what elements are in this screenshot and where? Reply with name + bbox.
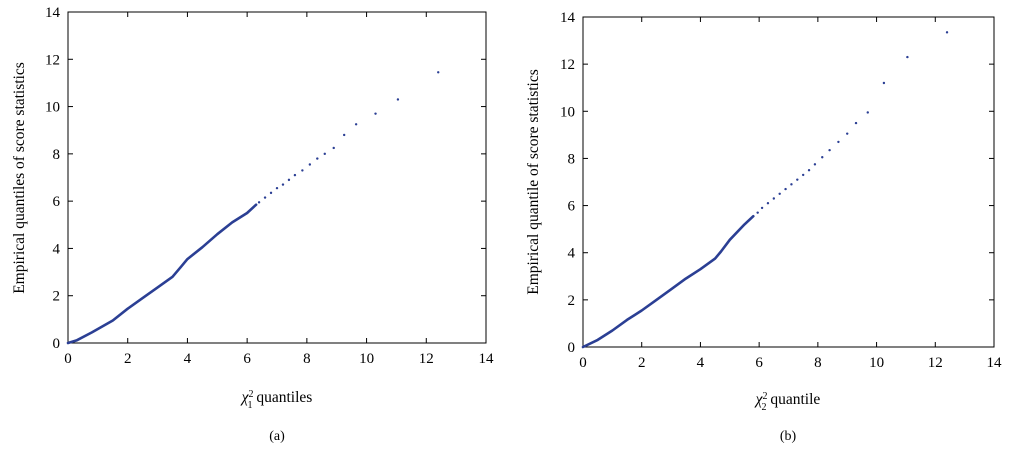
data-point xyxy=(784,187,787,191)
data-point xyxy=(828,148,831,152)
x-axis-label-b: χ2 2 quantile xyxy=(754,391,821,413)
x-tick-label: 0 xyxy=(579,355,587,371)
data-point xyxy=(821,156,824,159)
data-point xyxy=(263,196,267,199)
x-tick-label: 6 xyxy=(755,355,763,371)
x-tick-label: 4 xyxy=(697,355,705,371)
y-tick-label: 8 xyxy=(53,147,61,163)
x-axis-label-a-base: χ xyxy=(240,389,250,406)
data-point xyxy=(396,98,400,101)
y-axis-label-a: Empirical quantiles of score statistics xyxy=(11,62,28,294)
y-tick-label: 10 xyxy=(560,104,575,120)
y-tick-label: 10 xyxy=(45,100,60,116)
data-point xyxy=(756,211,759,214)
x-tick-label: 2 xyxy=(638,355,646,371)
data-point xyxy=(866,111,869,114)
x-tick-label: 4 xyxy=(184,351,192,367)
x-tick-label: 14 xyxy=(987,355,1003,371)
x-tick-label: 12 xyxy=(928,355,943,371)
caption-a: (a) xyxy=(269,429,285,444)
data-point xyxy=(760,206,764,210)
data-point xyxy=(332,146,335,150)
y-tick-label: 12 xyxy=(560,57,575,73)
x-axis-label-b-sub: 2 xyxy=(762,402,767,413)
data-point xyxy=(906,55,909,59)
x-axis-label-a-sup: 2 xyxy=(248,389,253,400)
tick-group-b: 0 2 4 6 8 10 12 14 0 2 4 6 8 10 12 14 xyxy=(560,10,1002,371)
caption-b: (b) xyxy=(780,429,797,444)
data-point xyxy=(437,71,440,74)
x-tick-label: 12 xyxy=(419,351,434,367)
y-tick-label: 8 xyxy=(568,151,576,167)
data-point xyxy=(813,163,817,166)
data-point xyxy=(316,157,319,160)
data-point xyxy=(374,112,377,115)
points-a xyxy=(66,71,440,345)
data-point xyxy=(342,133,346,137)
x-axis-label-b-tail: quantile xyxy=(767,391,821,408)
y-tick-label: 14 xyxy=(45,5,61,21)
x-axis-label-b-base: χ xyxy=(754,391,764,408)
data-point xyxy=(766,202,770,205)
y-tick-label: 4 xyxy=(568,246,576,262)
data-point xyxy=(269,191,273,195)
chart-panel-b: 0 2 4 6 8 10 12 14 0 2 4 6 8 10 12 14 Empirical quantil… xyxy=(525,10,1002,444)
data-point xyxy=(796,178,799,181)
y-tick-label: 6 xyxy=(568,199,576,215)
x-tick-label: 14 xyxy=(479,351,495,367)
x-tick-label: 10 xyxy=(869,355,884,371)
data-point xyxy=(807,169,811,172)
data-point xyxy=(772,197,776,200)
y-tick-label: 14 xyxy=(560,10,576,26)
data-point xyxy=(854,121,858,125)
data-point xyxy=(281,183,285,186)
data-point xyxy=(301,169,304,172)
points-b xyxy=(581,31,949,349)
x-axis-label-b-sup: 2 xyxy=(763,391,768,402)
y-tick-label: 2 xyxy=(568,293,576,309)
data-point xyxy=(882,81,886,85)
y-tick-label: 4 xyxy=(53,241,61,257)
x-tick-label: 8 xyxy=(814,355,822,371)
data-point xyxy=(846,132,849,135)
plot-frame-b xyxy=(582,16,995,348)
data-point xyxy=(287,178,291,182)
data-point xyxy=(790,183,793,186)
dense-point-series xyxy=(66,203,258,345)
data-point xyxy=(257,201,261,204)
x-tick-label: 0 xyxy=(64,351,72,367)
data-point xyxy=(293,173,297,177)
plot-frame-a xyxy=(67,11,487,344)
x-tick-label: 2 xyxy=(124,351,132,367)
data-point xyxy=(778,192,781,195)
data-point xyxy=(354,123,358,126)
data-point xyxy=(308,163,312,166)
y-tick-label: 12 xyxy=(45,52,60,68)
y-axis-label-b: Empirical quantile of score statistics xyxy=(525,69,542,295)
data-point xyxy=(801,173,805,177)
data-point xyxy=(323,152,326,156)
y-tick-label: 6 xyxy=(53,194,61,210)
x-tick-label: 10 xyxy=(359,351,374,367)
data-point xyxy=(837,140,840,144)
tick-group-a: 0 2 4 6 8 10 12 14 0 2 4 6 8 10 12 14 xyxy=(45,5,494,367)
x-tick-label: 6 xyxy=(243,351,251,367)
y-tick-label: 0 xyxy=(568,340,576,356)
data-point xyxy=(275,186,279,190)
x-axis-label-a: χ2 1 quantiles xyxy=(240,389,313,411)
x-axis-label-a-sub: 1 xyxy=(247,400,252,411)
dense-point-series xyxy=(581,214,755,349)
y-tick-label: 0 xyxy=(53,336,61,352)
data-point xyxy=(945,31,949,34)
y-tick-label: 2 xyxy=(53,289,61,305)
x-axis-label-a-tail: quantiles xyxy=(252,389,312,406)
x-tick-label: 8 xyxy=(303,351,311,367)
